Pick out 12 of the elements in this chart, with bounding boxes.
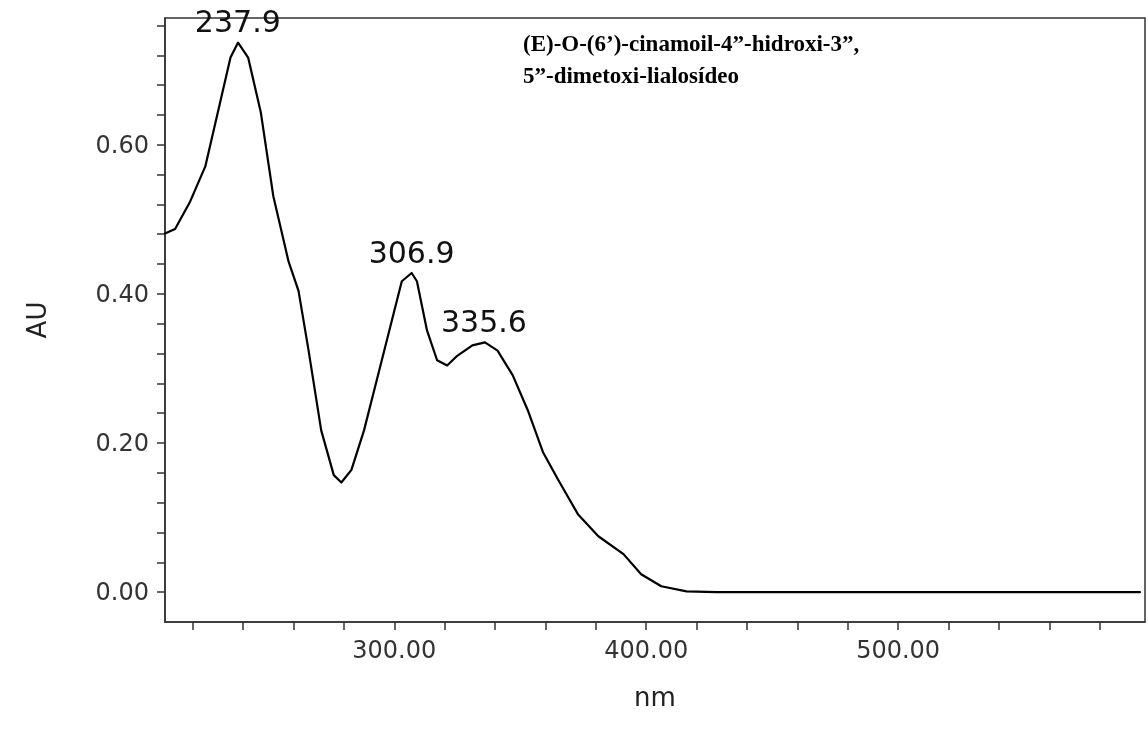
y-tick-label: 0.00 [95,578,149,607]
y-axis-title: AU [22,301,52,339]
annotation: 335.6 [441,303,527,339]
y-tick-label: 0.20 [95,429,149,458]
y-tick-label: 0.60 [95,130,149,159]
x-tick-label: 400.00 [604,636,689,664]
annotation: 306.9 [368,234,455,270]
x-axis-title: nm [634,682,676,712]
x-tick-label: 300.00 [352,636,437,664]
y-tick-label: 0.40 [95,279,149,308]
text: (E)-O-(6’)-cinamoil-4”-hidroxi-3”,5”-dimetoxi-lialosídeo [523,30,860,88]
x-tick-label: 500.00 [856,636,941,664]
